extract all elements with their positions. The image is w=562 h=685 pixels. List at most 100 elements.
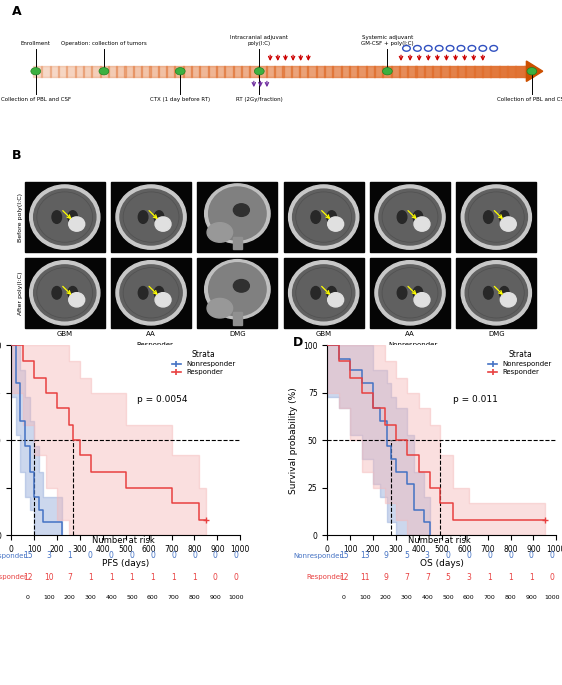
Bar: [49, 66, 59, 77]
Text: 13: 13: [360, 551, 370, 560]
Bar: [257, 66, 267, 77]
Text: 0: 0: [26, 595, 30, 599]
Text: 600: 600: [147, 595, 158, 599]
Bar: [391, 66, 400, 77]
Text: Nonresponder: Nonresponder: [389, 342, 438, 349]
Bar: [474, 66, 483, 77]
X-axis label: PFS (days): PFS (days): [102, 559, 149, 569]
Text: p = 0.0054: p = 0.0054: [137, 395, 188, 404]
Bar: [266, 66, 275, 77]
Text: 9: 9: [383, 551, 388, 560]
Text: 1: 1: [508, 573, 513, 582]
Bar: [166, 66, 175, 77]
Bar: [207, 66, 217, 77]
Text: 900: 900: [525, 595, 537, 599]
Text: 1: 1: [529, 573, 534, 582]
Text: 1: 1: [130, 573, 134, 582]
Ellipse shape: [120, 189, 182, 245]
Ellipse shape: [52, 211, 62, 223]
Text: 0: 0: [342, 595, 346, 599]
Text: 0: 0: [109, 551, 114, 560]
Ellipse shape: [205, 184, 270, 243]
Ellipse shape: [233, 279, 250, 292]
Bar: [25, 258, 105, 328]
Bar: [233, 236, 242, 249]
Bar: [25, 182, 105, 252]
Circle shape: [255, 68, 264, 75]
Text: 12: 12: [23, 573, 33, 582]
Text: 700: 700: [168, 595, 179, 599]
Bar: [490, 66, 500, 77]
Bar: [456, 182, 536, 252]
Bar: [441, 66, 450, 77]
Text: 0: 0: [213, 573, 217, 582]
Bar: [200, 66, 209, 77]
Bar: [357, 66, 366, 77]
Text: 200: 200: [64, 595, 75, 599]
Text: 800: 800: [189, 595, 200, 599]
Ellipse shape: [375, 261, 445, 325]
Bar: [158, 66, 167, 77]
Text: 800: 800: [505, 595, 516, 599]
Text: 15: 15: [23, 551, 33, 560]
Text: 7: 7: [67, 573, 72, 582]
Text: 0: 0: [213, 551, 217, 560]
Bar: [224, 66, 234, 77]
Text: 11: 11: [360, 573, 370, 582]
Ellipse shape: [209, 187, 266, 240]
Text: 0: 0: [508, 551, 513, 560]
Ellipse shape: [120, 265, 182, 321]
Bar: [191, 66, 201, 77]
Bar: [307, 66, 317, 77]
Ellipse shape: [397, 211, 407, 223]
Text: Intracranial adjuvant
poly(I:C): Intracranial adjuvant poly(I:C): [230, 35, 288, 46]
Ellipse shape: [465, 265, 527, 321]
Ellipse shape: [116, 185, 186, 249]
Bar: [456, 258, 536, 328]
Ellipse shape: [154, 211, 164, 223]
Text: 5: 5: [404, 551, 409, 560]
Bar: [197, 182, 277, 252]
Circle shape: [500, 292, 516, 307]
Bar: [284, 258, 364, 328]
Ellipse shape: [375, 185, 445, 249]
Text: 0: 0: [550, 573, 555, 582]
Bar: [233, 312, 242, 325]
Bar: [507, 66, 516, 77]
Bar: [457, 66, 466, 77]
Bar: [448, 66, 458, 77]
Text: 0: 0: [529, 551, 534, 560]
Legend: Nonresponder, Responder: Nonresponder, Responder: [171, 349, 237, 377]
Bar: [515, 66, 524, 77]
Bar: [58, 66, 67, 77]
Bar: [370, 258, 450, 328]
Bar: [465, 66, 475, 77]
Bar: [233, 66, 242, 77]
Text: 1000: 1000: [228, 595, 244, 599]
Text: 1: 1: [67, 551, 72, 560]
Circle shape: [155, 217, 171, 232]
Ellipse shape: [233, 203, 250, 216]
Ellipse shape: [311, 286, 320, 299]
Bar: [274, 66, 284, 77]
Ellipse shape: [500, 211, 509, 223]
Bar: [482, 66, 491, 77]
Ellipse shape: [207, 223, 233, 242]
Text: Number at risk: Number at risk: [409, 536, 471, 545]
Bar: [99, 66, 109, 77]
Text: Responder: Responder: [306, 574, 343, 580]
Ellipse shape: [205, 260, 270, 319]
Circle shape: [414, 217, 430, 232]
Text: 0: 0: [88, 551, 93, 560]
Text: 7: 7: [404, 573, 409, 582]
Text: 500: 500: [126, 595, 138, 599]
Text: 12: 12: [339, 573, 349, 582]
Bar: [141, 66, 151, 77]
Ellipse shape: [30, 261, 100, 325]
Text: 200: 200: [380, 595, 392, 599]
Circle shape: [500, 217, 516, 232]
Circle shape: [69, 292, 85, 307]
Text: Collection of PBL and CSF: Collection of PBL and CSF: [1, 97, 71, 101]
Ellipse shape: [397, 286, 407, 299]
Bar: [432, 66, 442, 77]
